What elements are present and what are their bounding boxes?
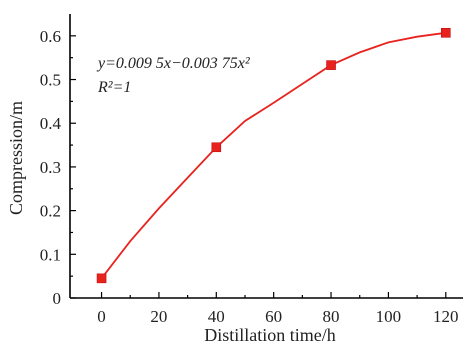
y-tick-label: 0.3 — [40, 158, 61, 177]
x-tick-label: 80 — [323, 307, 340, 326]
data-point — [211, 142, 222, 153]
fit-curve — [100, 31, 446, 279]
data-point — [96, 273, 107, 284]
y-tick-label: 0.6 — [40, 27, 61, 46]
x-axis-title: Distillation time/h — [204, 325, 336, 345]
data-point — [440, 27, 451, 38]
y-tick-label: 0.4 — [40, 114, 62, 133]
y-tick-label: 0.2 — [40, 202, 61, 221]
ticks: 0 20 40 60 80 100 120 0 0.1 0.2 0.3 0.4 0.5 0.6 — [40, 27, 459, 326]
data-point — [326, 60, 336, 70]
y-tick-label: 0 — [53, 289, 62, 308]
x-tick-label: 60 — [265, 307, 282, 326]
equation-annotation: y=0.009 5x−0.003 75x² — [96, 55, 251, 72]
y-tick-label: 0.5 — [40, 71, 61, 90]
axes — [69, 14, 463, 299]
x-tick-label: 120 — [433, 307, 459, 326]
x-tick-label: 20 — [150, 307, 167, 326]
data-markers — [96, 27, 451, 284]
r-squared-annotation: R²=1 — [97, 79, 131, 96]
x-tick-label: 40 — [208, 307, 225, 326]
y-axis-title: Compression/m — [6, 101, 26, 215]
x-tick-label: 0 — [97, 307, 106, 326]
x-tick-label: 100 — [376, 307, 402, 326]
y-tick-label: 0.1 — [40, 245, 61, 264]
